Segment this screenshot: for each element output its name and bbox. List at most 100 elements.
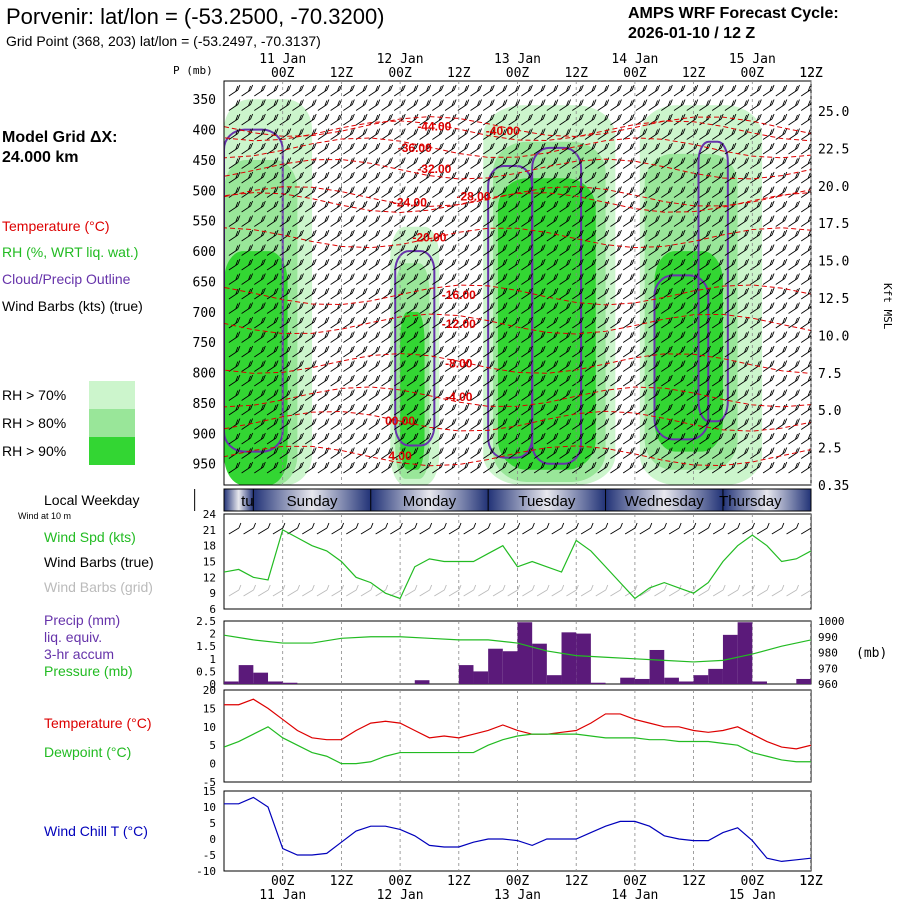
wind-barb: [241, 389, 254, 401]
wind-barb-grid: [331, 584, 345, 597]
wind-barb: [343, 113, 355, 126]
wind-barb: [483, 186, 495, 198]
wind-barb: [470, 244, 482, 256]
wind-barb: [559, 99, 571, 111]
precip-bar: [722, 634, 738, 684]
wind-barb: [419, 244, 432, 256]
wind-barb: [648, 360, 661, 372]
wind-barb-grid: [566, 584, 579, 597]
wind-barb: [457, 447, 470, 459]
wind-barb: [622, 229, 635, 242]
rh-region-90: [400, 311, 425, 470]
wind-barb: [457, 418, 470, 430]
wind-barb: [559, 215, 571, 227]
wind-barb: [711, 447, 724, 459]
wind-barb: [254, 345, 266, 358]
wind-barb: [483, 302, 495, 314]
wind-barb: [699, 331, 711, 343]
wind-barb: [304, 374, 317, 387]
top-time-tick-label: 12Z: [799, 66, 823, 81]
wind-barb: [432, 360, 444, 372]
wind-barb: [279, 360, 292, 372]
wind-barb: [521, 171, 533, 184]
wind-barb: [750, 273, 762, 285]
wind-barb: [343, 186, 355, 198]
wind-barb: [470, 403, 482, 416]
wind-barb: [228, 215, 241, 227]
wind-barb: [610, 273, 622, 285]
wind-barb: [635, 186, 648, 198]
precip-bar: [282, 682, 298, 684]
wind-barb: [533, 287, 546, 300]
wind-barb: [572, 84, 584, 97]
wind-barb: [343, 345, 355, 358]
wind-barb: [597, 374, 610, 387]
wind-barb: [750, 142, 762, 155]
wind-barb: [393, 403, 406, 416]
rh70-swatch: [89, 381, 135, 409]
wind-barb: [444, 186, 457, 198]
wind-barb: [762, 157, 775, 169]
wind-barb: [788, 171, 800, 184]
wind-barb: [622, 113, 635, 126]
wind-barb: [381, 186, 393, 198]
wind-barb: [406, 432, 419, 445]
wind-barb: [584, 447, 597, 459]
top-time-tick-label: 00Z: [506, 66, 530, 81]
wind-barb: [788, 374, 800, 387]
wind-barb: [241, 461, 254, 474]
temperature-tick-label: -5: [203, 776, 216, 789]
wind-barb: [292, 331, 304, 343]
wind-barb: [521, 186, 533, 198]
wind-barb: [495, 142, 508, 155]
wind-barb: [648, 418, 661, 430]
temperature-label: -44.00: [417, 120, 451, 134]
wind-barb: [572, 461, 584, 474]
wind-barb: [610, 215, 622, 227]
wind-barb: [241, 142, 254, 155]
wind-barb: [266, 461, 279, 474]
wind-barb: [419, 215, 432, 227]
wind-barb: [381, 331, 393, 343]
wind-barb: [304, 418, 317, 430]
wind-barb: [419, 157, 432, 169]
wind-barb-grid: [654, 584, 667, 597]
wind-barb: [228, 461, 241, 474]
wind-barb: [279, 99, 292, 111]
wind-barb-true: [610, 522, 623, 535]
wind-barb: [610, 418, 622, 430]
wind-barb: [546, 258, 559, 271]
wind-barb: [241, 229, 254, 242]
wind-barb: [788, 113, 800, 126]
wind-barb: [762, 229, 775, 242]
wind-barb: [279, 447, 292, 459]
wind-barb: [661, 128, 673, 140]
wind-barb: [737, 171, 750, 184]
wind-barb: [419, 99, 432, 111]
temperature-label: 00.00: [385, 414, 415, 428]
wind-barb: [724, 229, 737, 242]
wind-barb: [254, 374, 266, 387]
wind-barb: [343, 99, 355, 111]
wind-barb-grid: [727, 584, 741, 597]
bottom-date-label: 12 Jan: [377, 888, 424, 900]
wind-barb: [699, 432, 711, 445]
wind-barb: [699, 418, 711, 430]
wind-barb: [584, 316, 597, 329]
wind-barb: [483, 244, 495, 256]
wind-barb: [457, 244, 470, 256]
wind-barb: [355, 171, 368, 184]
wind-barb: [254, 128, 266, 140]
wind-barb-true: [448, 522, 462, 535]
wind-barb: [559, 461, 571, 474]
wind-barb: [254, 360, 266, 372]
wind-barb: [470, 418, 482, 430]
wind-barb: [597, 316, 610, 329]
wind-speed-tick-label: 18: [203, 540, 216, 553]
wind-barb: [444, 142, 457, 155]
wind-barb: [241, 84, 254, 97]
top-time-tick-label: 00Z: [271, 66, 295, 81]
wind-barb: [648, 142, 661, 155]
precip-bar: [224, 681, 239, 684]
wind-barb: [686, 461, 699, 474]
